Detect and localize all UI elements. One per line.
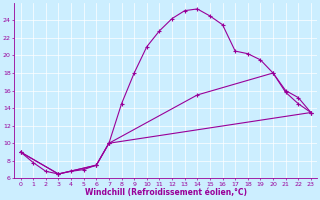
X-axis label: Windchill (Refroidissement éolien,°C): Windchill (Refroidissement éolien,°C)	[85, 188, 247, 197]
